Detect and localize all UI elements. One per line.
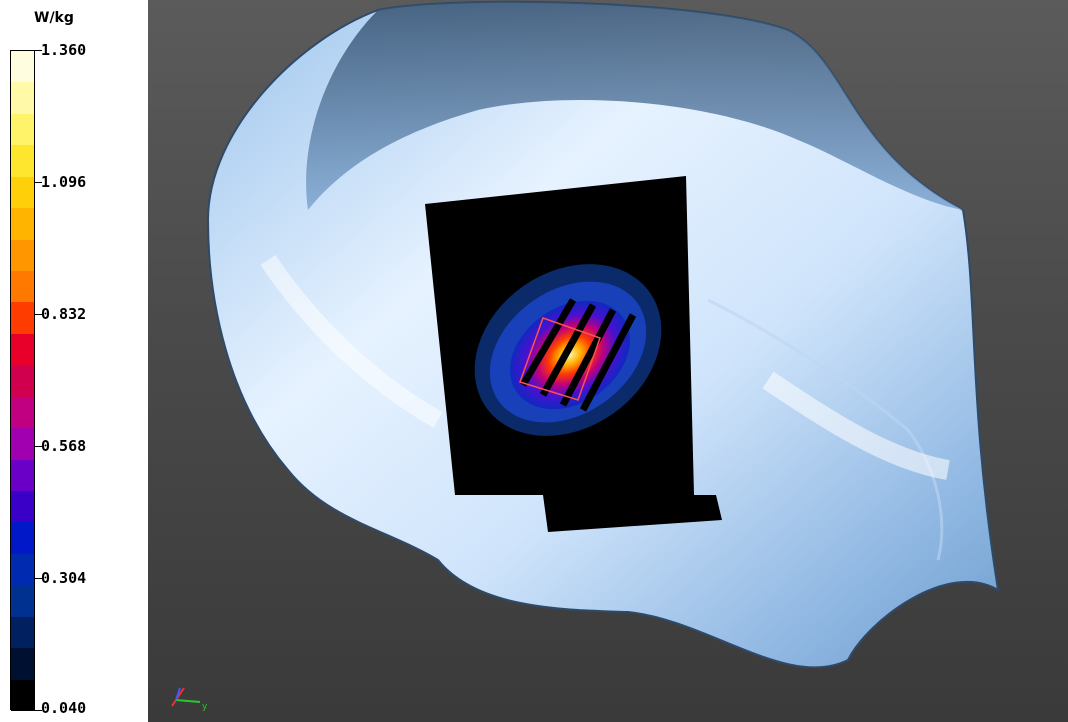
- legend-color-band: [11, 522, 34, 555]
- legend-tick-mark: [34, 314, 42, 315]
- axes-triad-icon: y: [171, 687, 208, 712]
- legend-color-band: [11, 271, 34, 303]
- legend-color-band: [11, 365, 34, 398]
- legend-color-band: [11, 208, 34, 241]
- legend-color-band: [11, 428, 34, 461]
- legend-tick-label: 0.568: [41, 437, 87, 455]
- legend-colorbar: [10, 50, 35, 712]
- legend-color-band: [11, 51, 34, 83]
- legend-tick-mark: [34, 50, 42, 51]
- 3d-viewport[interactable]: y: [148, 0, 1068, 722]
- legend-tick-mark: [34, 578, 42, 579]
- legend-color-band: [11, 239, 34, 272]
- legend-tick-label: 0.040: [41, 699, 87, 717]
- legend-color-band: [11, 302, 34, 335]
- legend-color-band: [11, 585, 34, 618]
- legend-color-band: [11, 113, 34, 146]
- sar-color-legend: W/kg 1.360 1.096 0.832 0.568 0.304 0.040: [0, 0, 148, 722]
- legend-color-band: [11, 82, 34, 115]
- legend-color-band: [11, 459, 34, 492]
- scene-render[interactable]: y: [148, 0, 1068, 722]
- legend-color-band: [11, 648, 34, 681]
- legend-tick-mark: [34, 710, 42, 711]
- sar-hotspot: [474, 264, 662, 436]
- legend-tick-label: 1.096: [41, 173, 87, 191]
- legend-color-band: [11, 333, 34, 366]
- legend-color-band: [11, 145, 34, 178]
- legend-color-band: [11, 176, 34, 209]
- legend-tick-mark: [34, 182, 42, 183]
- axis-y-label: y: [202, 702, 208, 712]
- legend-tick-label: 0.832: [41, 305, 87, 323]
- legend-tick-label: 1.360: [41, 41, 87, 59]
- legend-color-band: [11, 616, 34, 649]
- legend-color-band: [11, 396, 34, 429]
- legend-tick-mark: [34, 446, 42, 447]
- legend-color-band: [11, 679, 34, 712]
- legend-unit-label: W/kg: [34, 10, 74, 26]
- legend-tick-label: 0.304: [41, 569, 87, 587]
- legend-color-band: [11, 491, 34, 523]
- legend-color-band: [11, 553, 34, 586]
